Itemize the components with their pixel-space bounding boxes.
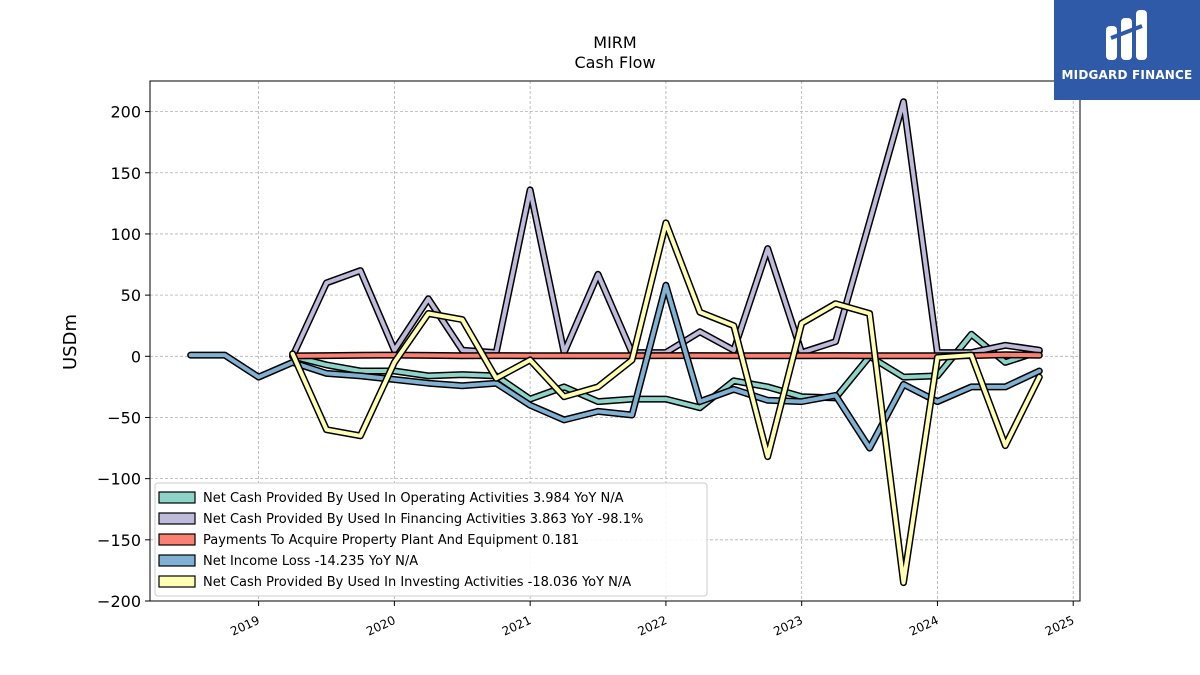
legend-box (154, 482, 708, 597)
legend-label: Net Cash Provided By Used In Operating A… (203, 491, 624, 506)
y-tick-label: 0 (131, 347, 141, 366)
y-tick-label: 200 (110, 103, 141, 122)
legend-swatch (158, 575, 196, 588)
series-line-0 (290, 332, 1042, 410)
y-axis: 200 150 100 50 0 −50 −100 −150 −200 (97, 103, 150, 611)
series-line-4 (290, 220, 1042, 585)
legend-label: Net Income Loss -14.235 YoY N/A (203, 554, 418, 569)
plot-frame (149, 80, 1081, 602)
legend-swatch (158, 491, 196, 504)
legend-swatch (158, 512, 196, 525)
logo-text: MIDGARD FINANCE (1061, 68, 1193, 82)
y-tick-label: −100 (97, 470, 141, 489)
legend-label: Net Cash Provided By Used In Financing A… (203, 512, 643, 527)
midgard-finance-logo: MIDGARD FINANCE (1054, 0, 1200, 100)
chart-title: MIRM (593, 33, 636, 52)
x-axis: 2019 2020 2021 2022 2023 2024 2025 (228, 601, 1076, 639)
legend-label: Net Cash Provided By Used In Investing A… (203, 575, 631, 590)
y-tick-label: −50 (107, 408, 141, 427)
legend: Net Cash Provided By Used In Operating A… (154, 482, 708, 597)
series-line-3 (188, 283, 1042, 451)
y-tick-label: −150 (97, 531, 141, 550)
logo-mark-icon (1106, 10, 1147, 60)
legend-swatch (158, 533, 196, 546)
y-tick-label: 100 (110, 225, 141, 244)
legend-swatch (158, 554, 196, 567)
series-lines (187, 98, 1043, 587)
y-tick-label: 150 (110, 164, 141, 183)
y-axis-label: USDm (60, 314, 81, 370)
y-tick-label: 50 (121, 286, 141, 305)
chart-subtitle: Cash Flow (574, 53, 655, 72)
legend-label: Payments To Acquire Property Plant And E… (203, 533, 579, 548)
y-tick-label: −200 (97, 592, 141, 611)
series-line-2 (290, 352, 1042, 358)
